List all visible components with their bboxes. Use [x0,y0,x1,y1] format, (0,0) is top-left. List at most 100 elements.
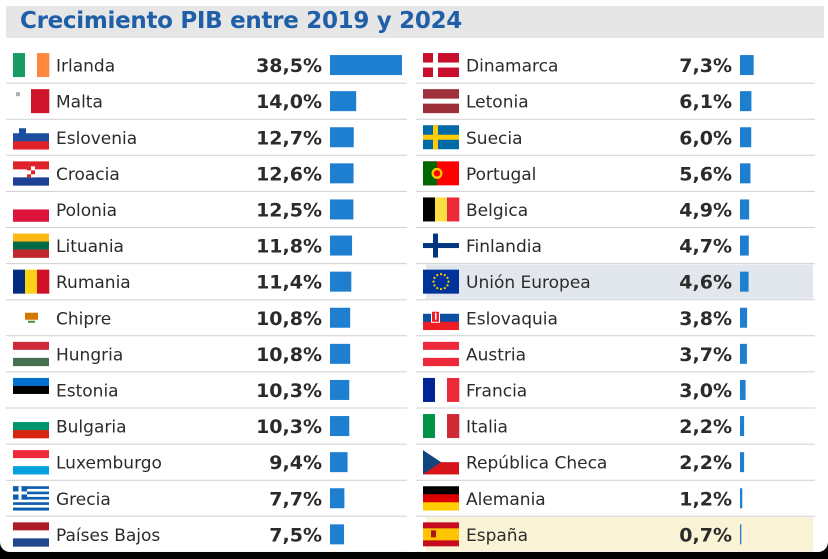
country-label: Grecia [56,490,111,510]
country-label: Hungria [56,345,123,365]
country-label: República Checa [466,454,607,474]
bar [330,379,350,400]
country-row: Estonia 10,3% [6,377,407,409]
bar [330,127,354,148]
country-label: Chipre [56,309,111,329]
country-label: Luxemburgo [56,454,162,474]
slovakia-flag [423,305,459,331]
bar [330,307,351,328]
country-row: Bulgaria 10,3% [6,414,407,445]
bar [740,307,748,328]
cyprus-flag [13,305,49,330]
row-highlight [426,517,813,552]
value-label: 2,2% [679,416,732,438]
country-column-1: Irlanda 38,5% Malta 14,0% Eslovenia 12,7% Croa… [6,53,407,552]
country-row: Malta 14,0% [6,89,407,120]
austria-flag [423,341,459,367]
value-label: 0,7% [679,524,732,546]
country-label: Eslovaquia [466,309,558,329]
bar [740,91,752,112]
bar [330,235,353,256]
bar [330,55,402,76]
country-label: Países Bajos [56,526,160,546]
country-row: Polonia 12,5% [6,197,407,228]
bar [740,452,745,473]
value-label: 3,8% [679,308,732,330]
belgium-flag [423,197,460,222]
bar [740,416,745,437]
country-row: Hungria 10,8% [6,341,407,373]
bar [740,488,743,509]
bar [740,127,752,148]
malta-flag [13,89,50,114]
country-label: Alemania [466,490,546,510]
country-label: Francia [466,381,527,401]
country-label: Lituania [56,237,124,257]
country-row: Luxemburgo 9,4% [6,450,407,481]
value-label: 7,5% [269,524,322,546]
value-label: 12,6% [256,163,322,185]
chart-title: Crecimiento PIB entre 2019 y 2024 [20,8,462,34]
value-label: 4,9% [679,199,732,221]
poland-flag [13,197,49,222]
bar [740,163,751,184]
country-label: Bulgaria [56,418,127,438]
country-row: Eslovenia 12,7% [6,125,407,156]
germany-flag [423,486,459,511]
spain-flag [423,522,459,547]
country-label: Belgica [466,201,528,221]
bar [330,199,354,220]
country-row: Belgica 4,9% [416,197,815,228]
value-label: 10,3% [256,416,322,438]
country-row: Alemania 1,2% [416,486,815,517]
value-label: 7,3% [679,55,732,77]
country-row: Lituania 11,8% [6,233,407,265]
country-row: Letonia 6,1% [416,89,815,120]
country-label: Croacia [56,165,120,185]
value-label: 38,5% [256,55,322,77]
country-label: Italia [466,418,508,438]
value-label: 6,0% [679,127,732,149]
bar [740,271,749,292]
value-label: 12,7% [256,127,322,149]
country-label: Eslovenia [56,129,137,149]
value-label: 6,1% [679,91,732,113]
italy-flag [423,414,460,439]
country-column-2: Dinamarca 7,3% Letonia 6,1% Suecia 6,0% Portug… [416,53,815,552]
value-label: 4,6% [679,272,732,294]
country-row: Rumania 11,4% [6,269,407,301]
value-label: 2,2% [679,452,732,474]
bar [330,271,352,292]
value-label: 1,2% [679,488,732,510]
value-label: 5,6% [679,163,732,185]
eu-flag [423,269,459,294]
country-row: España 0,7% [416,517,815,552]
country-row: Croacia 12,6% [6,161,407,192]
country-label: Austria [466,345,526,365]
latvia-flag [423,89,459,114]
country-label: Polonia [56,201,117,221]
country-row: Países Bajos 7,5% [6,522,407,552]
country-row: Grecia 7,7% [6,486,407,517]
value-label: 9,4% [269,452,322,474]
country-label: Unión Europea [466,273,591,293]
bar [330,488,345,509]
bar [330,524,345,545]
bar [740,343,747,364]
value-label: 11,4% [256,272,322,294]
country-label: Malta [56,93,103,113]
country-row: Unión Europea 4,6% [416,264,815,301]
hungary-flag [13,341,49,367]
bar [330,343,351,364]
value-label: 10,8% [256,344,322,366]
denmark-flag [423,53,459,78]
country-label: Portugal [466,165,536,185]
bar [740,524,742,545]
value-label: 4,7% [679,236,732,258]
country-row: Irlanda 38,5% [6,53,407,84]
bar [330,163,354,184]
bulgaria-flag [13,414,49,439]
portugal-flag [423,161,459,186]
